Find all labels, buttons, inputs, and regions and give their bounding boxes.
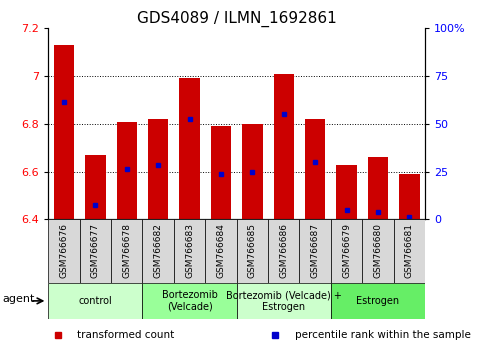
Bar	[273, 74, 294, 219]
Bar	[48, 219, 80, 283]
Bar	[336, 165, 357, 219]
Text: control: control	[79, 296, 112, 306]
Text: GSM766678: GSM766678	[122, 223, 131, 278]
Text: GSM766676: GSM766676	[59, 223, 69, 278]
Text: GSM766679: GSM766679	[342, 223, 351, 278]
Bar	[242, 124, 263, 219]
Bar	[211, 126, 231, 219]
Bar	[111, 219, 142, 283]
Bar	[54, 45, 74, 219]
Text: Bortezomib
(Velcade): Bortezomib (Velcade)	[162, 290, 217, 312]
Bar	[368, 157, 388, 219]
Bar	[399, 174, 420, 219]
Bar	[237, 283, 331, 319]
Text: GSM766683: GSM766683	[185, 223, 194, 278]
Bar	[299, 219, 331, 283]
Text: Estrogen: Estrogen	[356, 296, 399, 306]
Text: transformed count: transformed count	[77, 330, 174, 340]
Bar	[305, 119, 326, 219]
Text: GSM766681: GSM766681	[405, 223, 414, 278]
Bar	[142, 283, 237, 319]
Title: GDS4089 / ILMN_1692861: GDS4089 / ILMN_1692861	[137, 11, 337, 27]
Text: GSM766677: GSM766677	[91, 223, 100, 278]
Text: GSM766686: GSM766686	[279, 223, 288, 278]
Bar	[179, 79, 200, 219]
Bar	[174, 219, 205, 283]
Bar	[85, 155, 106, 219]
Bar	[205, 219, 237, 283]
Text: GSM766687: GSM766687	[311, 223, 320, 278]
Bar	[142, 219, 174, 283]
Bar	[331, 219, 362, 283]
Text: percentile rank within the sample: percentile rank within the sample	[295, 330, 470, 340]
Bar	[80, 219, 111, 283]
Text: GSM766680: GSM766680	[373, 223, 383, 278]
Text: GSM766682: GSM766682	[154, 223, 163, 278]
Text: agent: agent	[2, 294, 35, 304]
Text: GSM766685: GSM766685	[248, 223, 257, 278]
Text: GSM766684: GSM766684	[216, 223, 226, 278]
Bar	[48, 283, 142, 319]
Bar	[116, 121, 137, 219]
Bar	[148, 119, 169, 219]
Text: Bortezomib (Velcade) +
Estrogen: Bortezomib (Velcade) + Estrogen	[226, 290, 341, 312]
Bar	[394, 219, 425, 283]
Bar	[268, 219, 299, 283]
Bar	[362, 219, 394, 283]
Bar	[331, 283, 425, 319]
Bar	[237, 219, 268, 283]
